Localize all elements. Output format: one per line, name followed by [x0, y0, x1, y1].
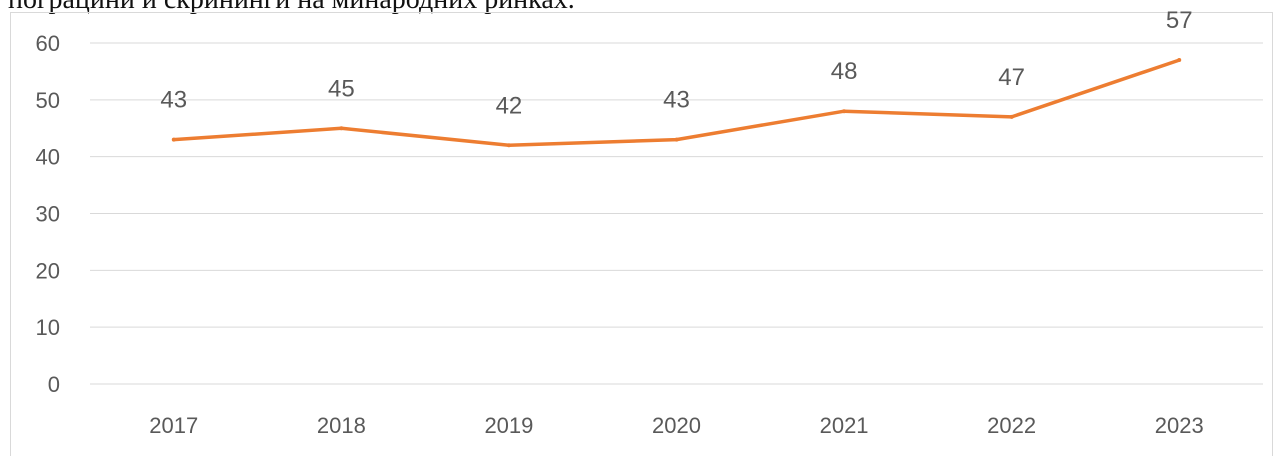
x-tick-label: 2017 [149, 413, 198, 438]
data-point [674, 137, 679, 142]
data-labels: 43 45 42 43 48 47 57 [160, 7, 1192, 119]
y-tick-label: 40 [36, 145, 60, 170]
y-tick-label: 20 [36, 258, 60, 283]
y-tick-label: 30 [36, 202, 60, 227]
x-tick-label: 2021 [820, 413, 869, 438]
data-label: 43 [663, 87, 690, 114]
data-point [842, 109, 847, 114]
data-point [339, 126, 344, 131]
series-line-layer [171, 58, 1182, 148]
y-tick-label: 60 [36, 31, 60, 56]
y-tick-label: 50 [36, 88, 60, 113]
data-label: 42 [496, 92, 523, 119]
data-label: 48 [831, 58, 858, 85]
data-label: 45 [328, 75, 355, 102]
caption-text-fragment: пограцини и скрининги на минародних ринк… [8, 0, 575, 16]
data-label: 57 [1166, 7, 1193, 34]
data-point [171, 137, 176, 142]
x-axis-ticks: 2017 2018 2019 2020 2021 2022 2023 [149, 413, 1203, 438]
y-tick-label: 10 [36, 315, 60, 340]
y-tick-label: 0 [48, 372, 60, 397]
data-point [1009, 114, 1014, 119]
y-axis-ticks: 0 10 20 30 40 50 60 [36, 31, 60, 397]
x-tick-label: 2020 [652, 413, 701, 438]
data-label: 43 [160, 87, 187, 114]
x-tick-label: 2023 [1155, 413, 1204, 438]
x-tick-label: 2022 [987, 413, 1036, 438]
data-label: 47 [998, 64, 1025, 91]
x-tick-label: 2018 [317, 413, 366, 438]
grid-lines [90, 42, 1263, 385]
x-tick-label: 2019 [484, 413, 533, 438]
data-point [506, 143, 511, 148]
chart-frame [10, 12, 1273, 456]
data-point [1177, 58, 1182, 63]
